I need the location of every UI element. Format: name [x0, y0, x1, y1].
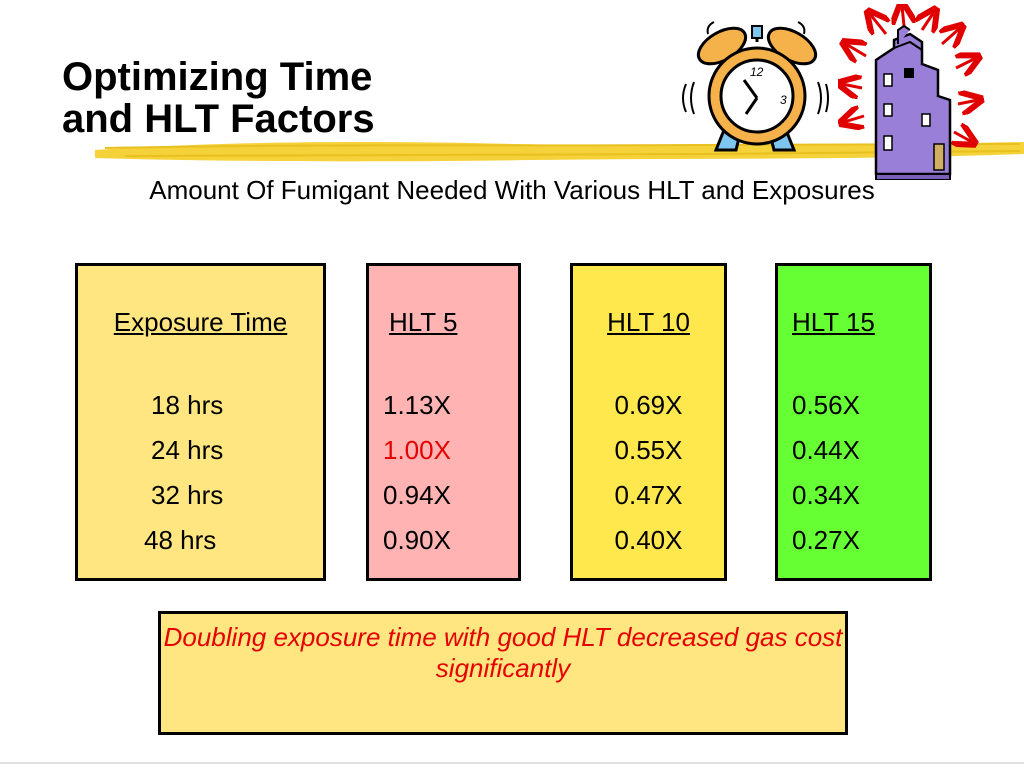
hlt-15-value: 0.56X	[792, 390, 860, 420]
hlt-10-value: 0.47X	[614, 480, 683, 510]
exposure-time-values: 18 hrs 24 hrs 32 hrs 48 hrs	[78, 388, 323, 568]
hlt-5-values: 1.13X 1.00X 0.94X 0.90X	[369, 388, 518, 568]
hlt-10-header: HLT 10	[607, 307, 690, 337]
hlt-15-value: 0.44X	[792, 435, 860, 465]
alarm-clock-icon: 12 3	[682, 21, 829, 152]
slide-title-line-1: Optimizing Time	[62, 55, 373, 99]
hlt-5-value-highlighted: 1.00X	[383, 435, 451, 465]
exposure-time-box: Exposure Time 18 hrs 24 hrs 32 hrs 48 hr…	[75, 263, 326, 581]
hlt-10-value: 0.40X	[614, 525, 683, 555]
hlt-5-value: 1.13X	[383, 390, 451, 420]
exposure-time-value: 18 hrs	[151, 390, 224, 420]
hlt-10-values: 0.69X 0.55X 0.47X 0.40X	[573, 388, 724, 568]
exposure-time-value: 24 hrs	[151, 435, 224, 465]
hlt-5-value: 0.94X	[383, 480, 451, 510]
slide-title-line-2: and HLT Factors	[62, 97, 375, 141]
hlt-15-box: HLT 15 0.56X 0.44X 0.34X 0.27X	[775, 263, 932, 581]
hlt-15-value: 0.27X	[792, 525, 860, 555]
hlt-10-box: HLT 10 0.69X 0.55X 0.47X 0.40X	[570, 263, 727, 581]
hlt-5-header: HLT 5	[389, 307, 458, 337]
conclusion-text: Doubling exposure time with good HLT dec…	[163, 622, 843, 683]
exposure-time-value: 48 hrs	[144, 525, 217, 555]
hlt-5-value: 0.90X	[383, 525, 451, 555]
hlt-15-header: HLT 15	[792, 307, 875, 337]
hlt-10-value: 0.69X	[614, 390, 683, 420]
grain-elevator-icon	[838, 4, 1024, 180]
exposure-time-value: 32 hrs	[151, 480, 224, 510]
hlt-5-box: HLT 5 1.13X 1.00X 0.94X 0.90X	[366, 263, 521, 581]
conclusion-callout-box: Doubling exposure time with good HLT dec…	[158, 611, 848, 735]
hlt-10-value: 0.55X	[614, 435, 683, 465]
exposure-time-header: Exposure Time	[113, 307, 288, 337]
hlt-15-values: 0.56X 0.44X 0.34X 0.27X	[778, 388, 929, 568]
svg-text:12: 12	[750, 65, 764, 79]
svg-text:3: 3	[780, 93, 787, 107]
slide-subtitle: Amount Of Fumigant Needed With Various H…	[149, 175, 875, 205]
hlt-15-value: 0.34X	[792, 480, 860, 510]
footer-divider	[0, 762, 1024, 764]
slide-title: Optimizing Time and HLT Factors	[62, 56, 582, 140]
